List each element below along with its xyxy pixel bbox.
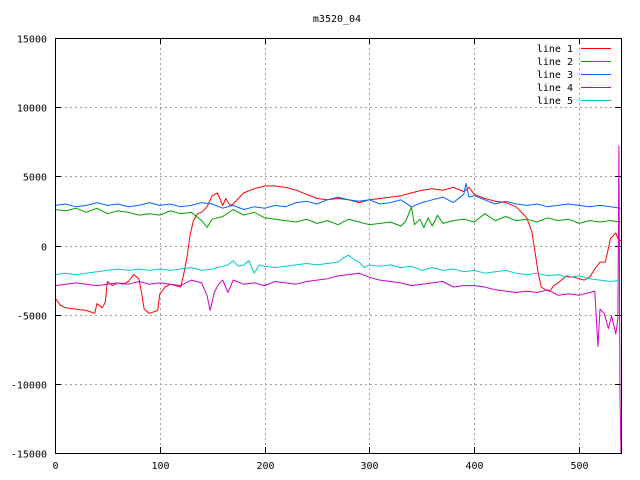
legend-label-1: line 1	[537, 44, 573, 55]
x-axis-ticks: 0 100 200 300 400 500	[52, 38, 589, 472]
series-line-5	[54, 254, 622, 282]
legend: line 1 line 2 line 3 line 4 line 5	[537, 44, 611, 107]
y-axis-ticks: -15000 -10000 -5000 0 5000 10000 15000	[11, 35, 621, 461]
y-tick-label: -10000	[11, 381, 47, 392]
series-line-4	[54, 145, 622, 454]
series-lines	[54, 145, 622, 454]
x-tick-label: 0	[52, 461, 58, 472]
grid	[55, 38, 621, 453]
chart-title: m3520_04	[313, 14, 361, 25]
y-tick-label: -5000	[17, 312, 47, 323]
y-tick-label: -15000	[11, 450, 47, 461]
y-tick-label: 10000	[17, 104, 47, 115]
y-tick-label: 0	[41, 243, 47, 254]
series-line-3	[54, 182, 622, 210]
x-tick-label: 500	[570, 461, 588, 472]
legend-label-3: line 3	[537, 70, 573, 81]
series-line-1	[54, 185, 622, 314]
plot-frame	[55, 38, 622, 454]
legend-label-4: line 4	[537, 83, 573, 94]
x-tick-label: 200	[256, 461, 274, 472]
x-tick-label: 400	[465, 461, 483, 472]
series-line-2	[54, 206, 622, 228]
y-tick-label: 15000	[17, 35, 47, 46]
x-tick-label: 300	[360, 461, 378, 472]
x-tick-label: 100	[151, 461, 169, 472]
legend-label-5: line 5	[537, 96, 573, 107]
y-tick-label: 5000	[23, 173, 47, 184]
legend-label-2: line 2	[537, 57, 573, 68]
